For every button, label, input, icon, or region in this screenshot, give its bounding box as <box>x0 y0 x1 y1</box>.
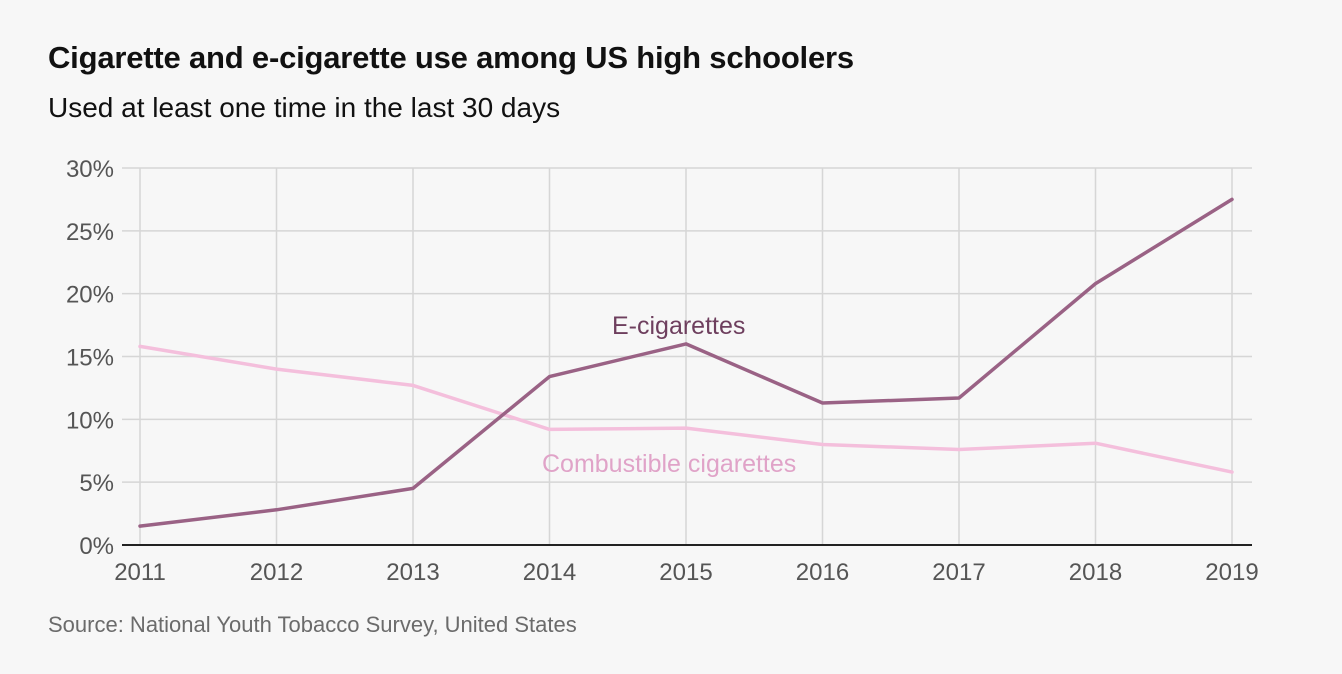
series-line-e-cigarettes <box>138 197 1234 528</box>
x-tick-label: 2019 <box>1205 559 1258 586</box>
x-tick-label: 2013 <box>386 559 439 586</box>
chart-title: Cigarette and e-cigarette use among US h… <box>48 40 854 75</box>
source-note: Source: National Youth Tobacco Survey, U… <box>48 612 577 637</box>
axes: 0% 5% 10% 15% 20% 25% 30% 2011 2012 2013 2014 2015 2… <box>66 156 1259 586</box>
series-lines <box>138 197 1234 528</box>
y-tick-label: 25% <box>66 219 114 246</box>
x-tick-label: 2018 <box>1069 559 1122 586</box>
x-tick-label: 2011 <box>114 559 166 586</box>
y-tick-label: 10% <box>66 407 114 434</box>
x-tick-label: 2017 <box>932 559 985 586</box>
x-tick-label: 2012 <box>250 559 303 586</box>
series-labels: E-cigarettes Combustible cigarettes <box>542 312 796 478</box>
series-label-e-cigarettes: E-cigarettes <box>612 312 745 340</box>
y-tick-label: 5% <box>79 470 114 497</box>
grid-lines <box>122 167 1252 545</box>
x-tick-label: 2015 <box>659 559 712 586</box>
series-label-combustible-cigarettes: Combustible cigarettes <box>542 450 796 478</box>
x-tick-label: 2016 <box>796 559 849 586</box>
y-tick-label: 20% <box>66 282 114 309</box>
x-tick-label: 2014 <box>523 559 576 586</box>
y-tick-label: 0% <box>79 533 114 560</box>
y-tick-label: 15% <box>66 345 114 372</box>
series-line-combustible-cigarettes <box>138 344 1234 474</box>
y-tick-label: 30% <box>66 156 114 183</box>
chart-subtitle: Used at least one time in the last 30 da… <box>48 92 561 123</box>
